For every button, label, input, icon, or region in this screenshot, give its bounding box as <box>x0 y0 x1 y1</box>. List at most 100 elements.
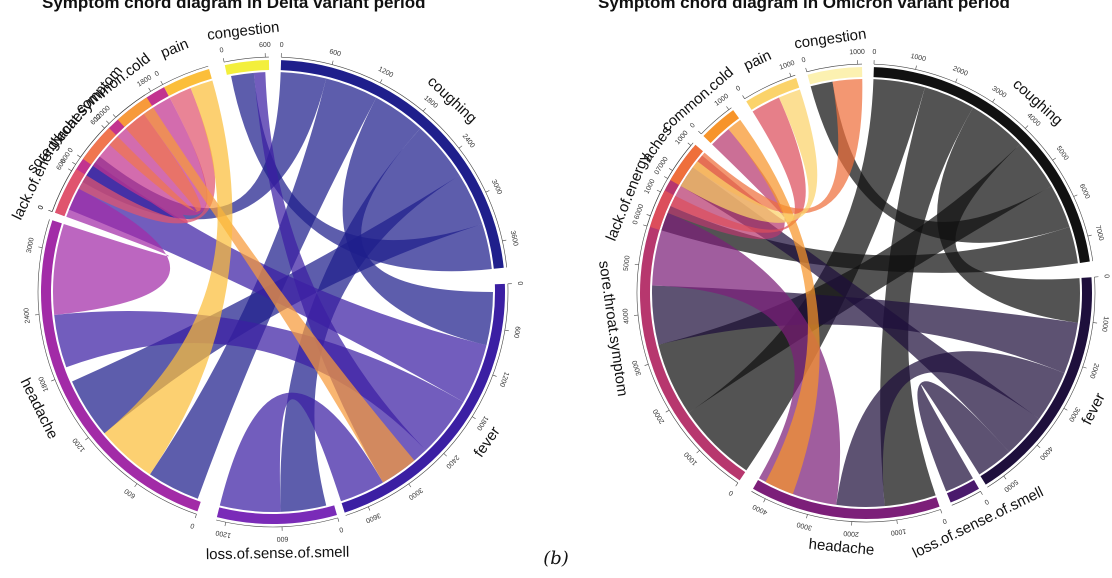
tick-label: 7000 <box>656 156 670 173</box>
tick-mark <box>805 67 808 72</box>
tick-label: 1000 <box>683 450 699 466</box>
sector-headache: 0 1000 2000 3000 4000 headache <box>751 480 947 559</box>
tick-label: 2000 <box>1088 362 1100 379</box>
tick-label: 0 <box>735 85 742 93</box>
tick-label: 4000 <box>752 503 769 516</box>
tick-mark <box>1063 408 1068 411</box>
sector-arc-fever <box>341 283 505 513</box>
tick-label: 600 <box>123 487 137 500</box>
tick-label: 1000 <box>779 60 796 72</box>
tick-label: 2400 <box>461 133 476 150</box>
tick-mark <box>646 214 651 217</box>
tick-mark <box>980 491 983 495</box>
chord-fever-to-loss-of-sense-of-smell <box>917 381 1010 492</box>
chord-ribbons <box>53 72 493 512</box>
sector-arc-coughing <box>873 67 1090 263</box>
tick-label: 0 <box>104 105 112 113</box>
tick-mark <box>763 498 766 503</box>
tick-label: 1000 <box>714 93 731 108</box>
tick-label: 3000 <box>490 179 503 196</box>
tick-label: 600 <box>259 42 271 49</box>
tick-label: 0 <box>872 49 876 56</box>
tick-label: 6000 <box>634 203 646 220</box>
sector-arc-common-cold <box>703 110 740 143</box>
tick-label: 1000 <box>849 49 865 57</box>
tick-label: 2000 <box>843 529 859 537</box>
chord-coughing-to-headache <box>880 87 973 507</box>
tick-label: 600 <box>512 326 521 339</box>
chord-coughing-to-lack-of-energy <box>661 205 1078 273</box>
tick-mark <box>789 72 792 77</box>
sector-arc-pain <box>164 68 212 96</box>
tick-mark <box>485 190 490 193</box>
tick-label: 2000 <box>652 408 666 425</box>
sector-axis-congestion <box>224 56 269 63</box>
sector-axis-aches <box>80 125 108 158</box>
tick-label: 5000 <box>623 255 632 271</box>
tick-mark <box>726 106 730 110</box>
tick-mark <box>656 189 661 193</box>
tick-label: 0 <box>728 488 735 496</box>
tick-label: 1000 <box>1100 316 1109 332</box>
tick-mark <box>148 87 151 92</box>
chord-coughing-to-fever <box>342 97 493 346</box>
tick-label: 1200 <box>72 436 87 453</box>
tick-label: 7000 <box>1094 225 1105 242</box>
tick-mark <box>77 154 81 158</box>
tick-mark <box>51 379 56 382</box>
tick-label: 0 <box>154 70 161 78</box>
tick-mark <box>1087 234 1092 237</box>
figure-panel-label: (b) <box>543 548 569 569</box>
tick-mark <box>1025 125 1029 129</box>
tick-label: 1000 <box>910 53 927 63</box>
tick-label: 0 <box>983 497 990 505</box>
chord-lack-of-energy-to-pain <box>670 97 806 233</box>
tick-mark <box>331 60 334 65</box>
right-diagram-title: Symptom chord diagram in Omicron variant… <box>598 0 1010 12</box>
tick-mark <box>940 509 943 514</box>
tick-mark <box>194 514 197 519</box>
tick-mark <box>502 239 507 242</box>
sector-label-pain: pain <box>741 47 774 74</box>
sector-arc-lack-of-energy <box>54 169 85 217</box>
left-diagram-title: Symptom chord diagram in Delta variant p… <box>42 0 426 12</box>
tick-mark <box>492 374 497 377</box>
sector-arc-aches <box>82 127 117 165</box>
chord-aches-to-common-cold <box>109 114 201 213</box>
tick-label: 2000 <box>952 65 969 78</box>
tick-mark <box>665 409 670 413</box>
tick-mark <box>1052 157 1057 161</box>
tick-label: 0 <box>689 122 697 130</box>
tick-mark <box>915 65 917 70</box>
sector-label-loss-of-sense-of-smell: loss.of.sense.of.smell <box>206 544 350 564</box>
tick-mark <box>224 522 227 527</box>
tick-label: 5000 <box>1055 145 1070 162</box>
sector-arc-lack-of-energy <box>649 190 674 230</box>
tick-label: 0 <box>1102 274 1109 278</box>
tick-label: 0 <box>219 47 224 55</box>
tick-label: 0 <box>516 281 523 285</box>
tick-label: 1000 <box>674 130 689 147</box>
tick-mark <box>223 58 225 63</box>
sector-arc-headache <box>753 480 940 520</box>
tick-mark <box>1082 366 1087 369</box>
sector-arc-pain <box>746 78 800 110</box>
tick-mark <box>134 483 138 488</box>
tick-label: 5000 <box>1002 478 1019 493</box>
sector-axis-headache <box>751 491 941 523</box>
tick-mark <box>337 517 340 522</box>
tick-mark <box>38 246 43 248</box>
sector-label-headache: headache <box>808 536 875 559</box>
sector-label-pain: pain <box>158 35 191 61</box>
delta-chord-diagram: 060012001800240030003600coughing06001200… <box>9 19 523 564</box>
tick-mark <box>112 114 116 118</box>
chord-coughing-to-congestion <box>810 81 1070 243</box>
sector-axis-fever <box>345 283 509 516</box>
sector-arc-loss-of-sense-of-smell <box>216 505 337 524</box>
tick-mark <box>160 80 163 85</box>
tick-mark <box>472 416 476 420</box>
sector-axis-loss-of-sense-of-smell <box>216 517 338 528</box>
sector-arc-loss-of-sense-of-smell <box>946 480 979 503</box>
